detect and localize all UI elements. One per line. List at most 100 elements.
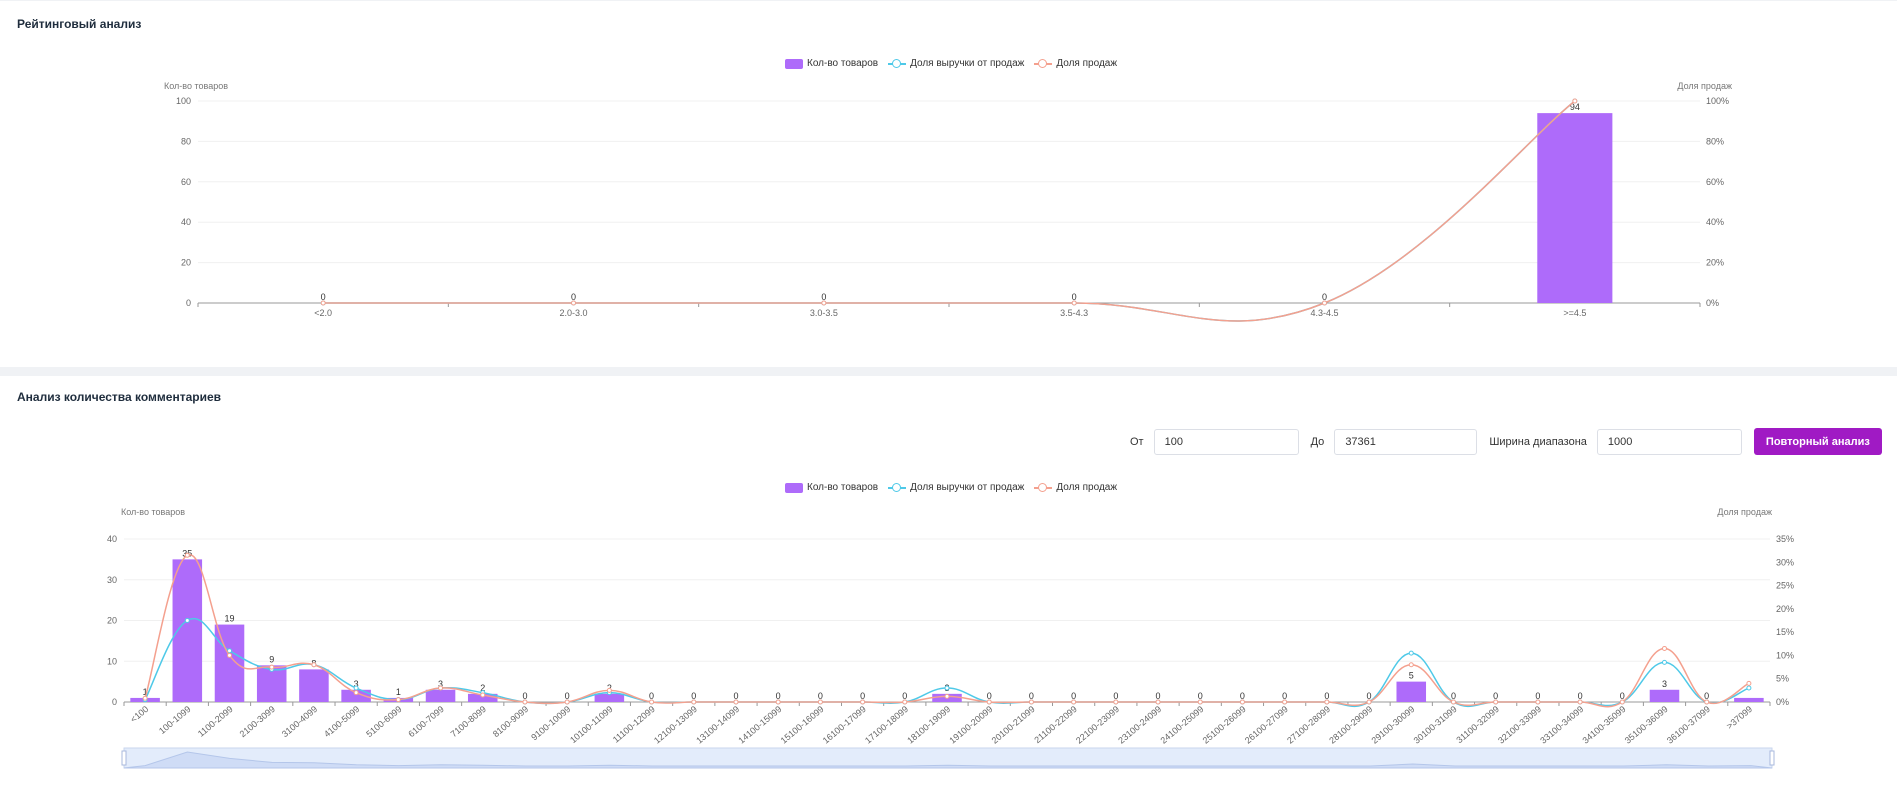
sales-share-point	[821, 300, 827, 306]
bar-value-label: 0	[1324, 691, 1329, 701]
bar-value-label: 0	[1704, 691, 1709, 701]
bar	[467, 693, 498, 702]
x-tick-label: 15100-16099	[779, 704, 826, 746]
y2-tick-label: 20%	[1706, 258, 1724, 268]
section-title-comments: Анализ количества комментариев	[17, 390, 222, 404]
section-title-rating: Рейтинговый анализ	[17, 17, 142, 31]
revenue-share-point	[1746, 685, 1752, 691]
y2-tick-label: 40%	[1706, 217, 1724, 227]
sales-share-point	[606, 687, 612, 693]
sales-share-point	[311, 662, 317, 668]
y-tick-label: 100	[176, 96, 191, 106]
legend-bar-swatch	[785, 482, 803, 493]
sales-share-point	[1493, 699, 1499, 705]
y2-tick-label: 20%	[1776, 604, 1794, 614]
x-tick-label: 2.0-3.0	[559, 308, 587, 318]
to-label: До	[1310, 435, 1325, 448]
legend-revenue-swatch	[888, 58, 907, 69]
y2-tick-label: 10%	[1776, 650, 1794, 660]
x-tick-label: 14100-15099	[736, 704, 783, 746]
x-tick-label: 4100-5099	[322, 704, 361, 739]
legend-revenue-swatch	[888, 482, 907, 493]
sales-share-point	[1408, 662, 1414, 668]
to-input[interactable]	[1334, 428, 1478, 455]
range-width-label: Ширина диапазона	[1489, 435, 1587, 448]
sales-share-point	[649, 699, 655, 705]
bar-value-label: 0	[1029, 691, 1034, 701]
sales-share-point	[1577, 699, 1583, 705]
from-label: От	[1130, 435, 1144, 448]
bar-value-label: 1	[396, 687, 401, 697]
x-tick-label: 3.5-4.3	[1060, 308, 1088, 318]
bar-value-label: 9	[269, 654, 274, 664]
y-tick-label: 20	[181, 258, 191, 268]
sales-share-line	[323, 100, 1576, 322]
legend-sales-swatch	[1034, 58, 1053, 69]
y2-tick-label: 80%	[1706, 136, 1724, 146]
y2-axis-title: Доля продаж	[1717, 507, 1772, 517]
from-input[interactable]	[1153, 428, 1299, 455]
bar	[214, 624, 245, 702]
legend-label-sales: Доля продаж	[1056, 482, 1118, 493]
x-tick-label: 3.0-3.5	[810, 308, 838, 318]
legend-item-sales[interactable]: Доля продаж	[1034, 482, 1117, 493]
legend-item-revenue[interactable]: Доля выручки от продаж	[888, 482, 1024, 493]
sales-share-point	[438, 685, 444, 691]
sales-share-point	[1282, 699, 1288, 705]
legend-label-sales: Доля продаж	[1056, 58, 1118, 69]
sales-share-point	[320, 300, 326, 306]
x-tick-label: 11100-12099	[611, 704, 657, 745]
zoom-slider-handle-right[interactable]	[1769, 750, 1775, 766]
legend-label-bars: Кол-во товаров	[807, 58, 879, 69]
sales-share-point	[395, 697, 401, 703]
chart1-legend: Кол-во товаров Доля выручки от продаж До…	[785, 58, 1127, 69]
bar	[1734, 697, 1764, 702]
bar-value-label: 0	[691, 691, 696, 701]
sales-share-point	[480, 692, 486, 698]
range-width-input[interactable]	[1596, 428, 1742, 455]
sales-share-point	[733, 699, 739, 705]
y-tick-label: 0	[186, 298, 191, 308]
legend-item-bars[interactable]: Кол-во товаров	[785, 58, 878, 69]
revenue-share-point	[227, 648, 233, 654]
x-tick-label: 16100-17099	[821, 704, 868, 746]
legend-item-bars[interactable]: Кол-во товаров	[785, 482, 878, 493]
x-tick-label: 35100-36099	[1623, 704, 1670, 746]
revenue-share-point	[184, 618, 190, 623]
bar	[1396, 681, 1427, 702]
reanalyze-button[interactable]: Повторный анализ	[1753, 428, 1882, 455]
x-tick-label: 29100-30099	[1369, 704, 1416, 746]
x-tick-label: 33100-34099	[1538, 704, 1585, 746]
comments-analysis-card: Анализ количества комментариев Кол-во то…	[0, 376, 1897, 793]
chart2-legend: Кол-во товаров Доля выручки от продаж До…	[785, 482, 1127, 493]
y-tick-label: 80	[181, 136, 191, 146]
sales-share-point	[1661, 645, 1667, 651]
bar-value-label: 0	[1071, 691, 1076, 701]
sales-share-point	[1197, 699, 1203, 705]
x-tick-label: 10100-11099	[568, 704, 615, 745]
legend-item-revenue[interactable]: Доля выручки от продаж	[888, 58, 1024, 69]
zoom-slider-handle-left[interactable]	[121, 750, 127, 766]
x-tick-label: 36100-37099	[1665, 704, 1712, 746]
revenue-share-point	[944, 685, 950, 691]
bar-value-label: 0	[860, 691, 865, 701]
legend-item-sales[interactable]: Доля продаж	[1034, 58, 1117, 69]
bar-value-label: 0	[1198, 691, 1203, 701]
sales-share-point	[1704, 699, 1710, 705]
bar-value-label: 0	[1113, 691, 1118, 701]
x-tick-label: 19100-20099	[947, 704, 994, 746]
y-axis-title: Кол-во товаров	[164, 81, 228, 91]
bar-value-label: 3	[438, 679, 443, 689]
rating-analysis-card: Рейтинговый анализ Кол-во товаров Доля в…	[0, 1, 1897, 367]
bar-value-label: 0	[1322, 292, 1327, 302]
sales-share-point	[1113, 699, 1119, 705]
bar-value-label: 0	[733, 691, 738, 701]
bar-value-label: 0	[1493, 691, 1498, 701]
x-tick-label: <100	[128, 704, 150, 725]
bar-value-label: 0	[1535, 691, 1540, 701]
legend-label-revenue: Доля выручки от продаж	[910, 58, 1025, 69]
y2-tick-label: 15%	[1776, 627, 1794, 637]
sales-share-point	[1155, 699, 1161, 705]
sales-share-point	[1619, 699, 1625, 705]
sales-share-point	[1324, 699, 1330, 705]
